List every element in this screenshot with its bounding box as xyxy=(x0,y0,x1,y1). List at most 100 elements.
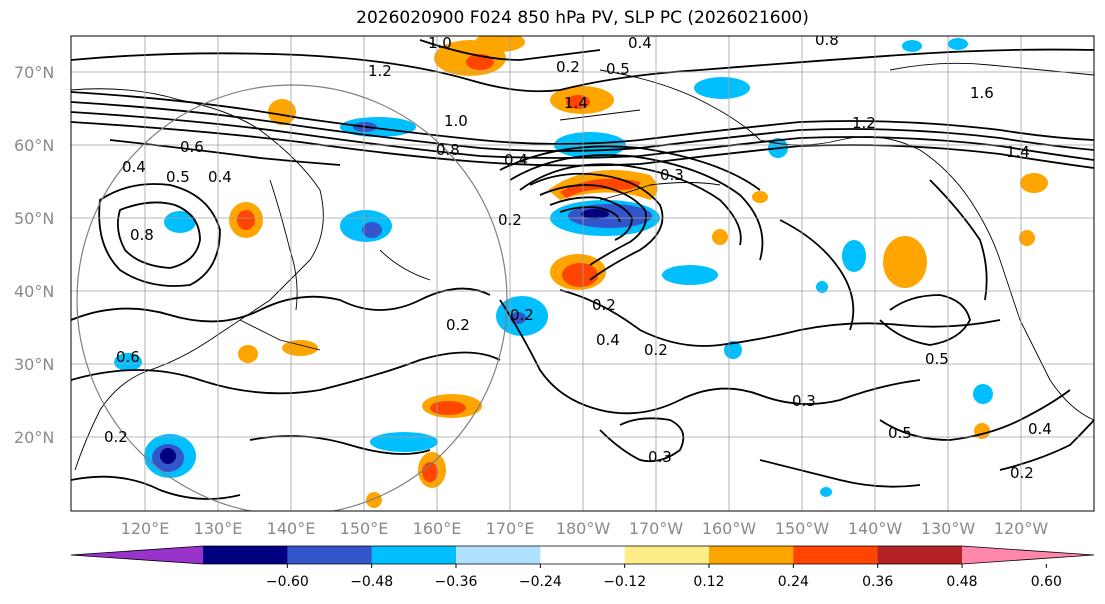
contour-label: 0.8 xyxy=(815,31,839,49)
contour-label: 1.4 xyxy=(1006,143,1030,161)
colorbar-tick-label: 0.24 xyxy=(778,574,809,590)
contour-label: 0.2 xyxy=(104,428,128,446)
lon-label: 120°E xyxy=(121,519,170,538)
contour-label: 0.5 xyxy=(166,168,190,186)
pv-positive-core xyxy=(562,263,598,287)
pv-negative-area xyxy=(724,341,742,359)
colorbar-extend-min xyxy=(71,546,203,564)
pv-negative-area xyxy=(816,281,828,293)
graticule xyxy=(71,36,1094,511)
contour-labels: 1.0 0.4 0.8 0.5 0.2 1.2 1.4 1.0 0.8 0.4 … xyxy=(104,31,1052,482)
contour-label: 0.6 xyxy=(116,348,140,366)
colorbar-segment xyxy=(203,546,288,564)
lon-label: 130°E xyxy=(194,519,243,538)
contour-label: 0.8 xyxy=(436,141,460,159)
colorbar-tick-label: −0.36 xyxy=(435,574,478,590)
pv-positive-core xyxy=(237,210,255,230)
contour-label: 0.6 xyxy=(180,138,204,156)
map-border xyxy=(70,35,1095,512)
colorbar-segment xyxy=(793,546,879,564)
contour-label: 1.0 xyxy=(444,112,468,130)
colorbar-tick-label: −0.12 xyxy=(603,574,646,590)
pv-negative-area xyxy=(164,211,196,233)
lon-label: 130°W xyxy=(921,519,976,538)
colorbar-tick-label: 0.60 xyxy=(1031,574,1062,590)
colorbar-segment xyxy=(877,546,963,564)
colorbar-tick-label: 0.12 xyxy=(693,574,724,590)
pv-positive-area xyxy=(1019,230,1035,246)
contour-label: 0.8 xyxy=(130,226,154,244)
contour-label: 0.4 xyxy=(596,331,620,349)
pv-positive-area xyxy=(268,99,296,125)
contour-label: 0.4 xyxy=(1028,420,1052,438)
contour-label: 0.4 xyxy=(504,151,528,169)
contour-label: 0.5 xyxy=(606,60,630,78)
contour-label: 0.3 xyxy=(792,392,816,410)
lon-label: 170°W xyxy=(629,519,684,538)
pv-positive-area xyxy=(475,36,525,52)
slp-contours xyxy=(71,39,1094,500)
lon-label: 140°W xyxy=(848,519,903,538)
pv-negative-area xyxy=(973,384,993,404)
contour-label: 0.2 xyxy=(510,306,534,324)
lon-label: 180°W xyxy=(556,519,611,538)
contour-label: 1.2 xyxy=(368,62,392,80)
contour-label: 1.2 xyxy=(852,114,876,132)
lon-label: 150°W xyxy=(775,519,830,538)
contour-label: 0.3 xyxy=(648,448,672,466)
colorbar-segment xyxy=(287,546,373,564)
pv-positive-area xyxy=(1020,173,1048,193)
pv-negative-area xyxy=(948,38,968,50)
contour-label: 1.4 xyxy=(564,94,588,112)
contour-label: 0.4 xyxy=(208,168,232,186)
lat-label: 30°N xyxy=(14,355,54,374)
contour-label: 0.2 xyxy=(556,58,580,76)
contour-label: 0.5 xyxy=(925,350,949,368)
contour-label: 1.6 xyxy=(970,84,994,102)
colorbar-tick-label: −0.48 xyxy=(350,574,393,590)
colorbar-segment xyxy=(540,546,626,564)
pv-positive-core xyxy=(430,401,466,415)
lat-label: 70°N xyxy=(14,63,54,82)
lat-label: 60°N xyxy=(14,136,54,155)
range-circle xyxy=(76,84,508,511)
pv-negative-area xyxy=(340,117,416,137)
lon-label: 160°E xyxy=(413,519,462,538)
contour-label: 0.4 xyxy=(628,34,652,52)
contour-label: 0.2 xyxy=(498,211,522,229)
lon-label: 120°W xyxy=(994,519,1049,538)
pv-positive-core xyxy=(566,95,590,109)
lon-label: 140°E xyxy=(267,519,316,538)
contour-label: 0.2 xyxy=(1010,464,1034,482)
pv-negative-area xyxy=(902,40,922,52)
contour-label: 0.5 xyxy=(888,424,912,442)
contour-label: 1.0 xyxy=(428,34,452,52)
colorbar-extend-max xyxy=(962,546,1094,564)
pv-negative-area xyxy=(820,487,832,497)
pv-negative-area xyxy=(842,240,866,272)
lat-label: 50°N xyxy=(14,209,54,228)
pv-positive-core xyxy=(422,462,438,482)
colorbar-segment xyxy=(624,546,710,564)
colorbar-segment xyxy=(456,546,541,564)
colorbar-tick-label: −0.24 xyxy=(519,574,562,590)
colorbar-segment xyxy=(709,546,794,564)
colorbar-tick-label: 0.48 xyxy=(946,574,977,590)
pv-positive-core xyxy=(560,178,640,198)
colorbar-tick-label: 0.36 xyxy=(862,574,893,590)
pv-negative-area xyxy=(370,432,438,452)
pv-negative-core xyxy=(160,448,176,464)
colorbar-outline xyxy=(70,545,1095,565)
pv-negative-core xyxy=(362,222,382,238)
pv-negative-area xyxy=(114,353,142,371)
longitude-labels: 120°E 130°E 140°E 150°E 160°E 170°E 180°… xyxy=(121,519,1049,538)
coastlines xyxy=(71,62,1094,471)
contour-label: 0.4 xyxy=(122,158,146,176)
pv-positive-area xyxy=(752,191,768,203)
lat-label: 20°N xyxy=(14,428,54,447)
lat-label: 40°N xyxy=(14,282,54,301)
contour-label: 0.2 xyxy=(446,316,470,334)
map-title: 2026020900 F024 850 hPa PV, SLP PC (2026… xyxy=(356,8,809,28)
lon-label: 160°W xyxy=(702,519,757,538)
